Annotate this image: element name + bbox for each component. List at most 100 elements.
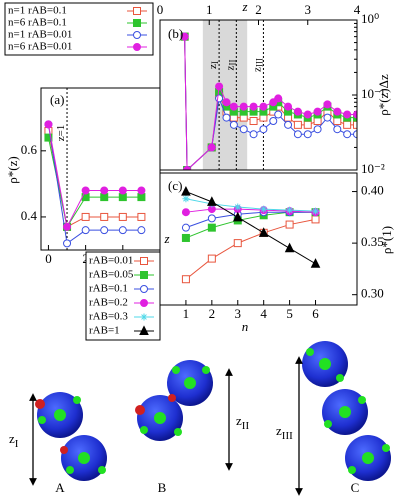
annotation-text: z xyxy=(224,65,236,70)
marker xyxy=(313,107,322,116)
marker xyxy=(44,120,53,129)
marker xyxy=(293,120,302,129)
marker xyxy=(233,239,242,248)
marker xyxy=(81,212,90,221)
annotation-text: z xyxy=(251,67,263,72)
y-tick-label: 10⁰ xyxy=(361,11,379,26)
marker xyxy=(182,195,190,203)
marker xyxy=(234,203,242,211)
marker xyxy=(139,325,149,335)
marker xyxy=(118,186,127,195)
distance-label: zI xyxy=(9,431,19,450)
marker xyxy=(140,285,148,293)
series-line xyxy=(185,191,316,265)
legend-label: n=6 rAB=0.1 xyxy=(8,17,67,29)
dimer-b xyxy=(135,360,233,471)
marker xyxy=(81,226,90,235)
marker xyxy=(207,196,217,206)
legend-label: rAB=0.01 xyxy=(89,255,133,267)
x-tick-label: 6 xyxy=(312,306,319,321)
legend-label: n=1 rAB=0.01 xyxy=(8,29,72,41)
x-tick-label: 5 xyxy=(286,306,293,321)
y-axis-label: ρ*(z)Δz xyxy=(376,74,391,116)
marker xyxy=(181,233,190,242)
marker xyxy=(133,43,141,51)
y-tick-label: 0.6 xyxy=(21,142,38,157)
marker xyxy=(100,212,109,221)
marker xyxy=(343,120,352,129)
plot-frame xyxy=(40,87,161,251)
marker xyxy=(311,215,320,224)
marker xyxy=(284,120,293,129)
marker xyxy=(181,185,191,196)
x-tick-label: 0 xyxy=(157,2,164,17)
marker xyxy=(259,125,268,134)
marker xyxy=(215,94,224,103)
marker xyxy=(274,94,283,103)
legend-box xyxy=(85,251,161,341)
marker xyxy=(353,130,357,139)
x-axis-label: z xyxy=(241,0,247,14)
marker xyxy=(232,211,243,222)
legend-box xyxy=(4,2,154,56)
series-line xyxy=(185,198,316,212)
marker xyxy=(303,110,312,119)
annotation-label: zII xyxy=(224,60,238,71)
marker xyxy=(207,223,216,232)
marker xyxy=(286,206,294,214)
y-tick-label: 0.30 xyxy=(361,286,384,301)
legend-label: n=1 rAB=0.1 xyxy=(8,5,67,17)
marker xyxy=(353,110,357,119)
marker xyxy=(303,120,312,129)
marker xyxy=(100,186,109,195)
legend-label: rAB=0.2 xyxy=(89,297,128,309)
marker xyxy=(313,117,322,126)
marker xyxy=(284,102,293,111)
illus-label: A xyxy=(55,480,65,495)
marker xyxy=(181,223,190,232)
series-line xyxy=(185,218,316,280)
plot-frame xyxy=(159,172,358,306)
x-tick-label: 0 xyxy=(45,251,52,266)
illus-label: B xyxy=(158,480,167,495)
marker xyxy=(333,107,342,116)
x-tick-label: 1 xyxy=(206,2,213,17)
panel-label: (c) xyxy=(168,178,182,193)
legend-label: rAB=0.05 xyxy=(89,269,134,281)
annotation-text: z xyxy=(207,64,219,69)
marker xyxy=(293,130,302,139)
marker xyxy=(140,271,148,279)
marker xyxy=(137,212,146,221)
marker xyxy=(323,100,332,109)
annotation-label: zIII xyxy=(251,58,265,72)
marker xyxy=(343,130,352,139)
y-tick-label: 0.40 xyxy=(361,183,384,198)
y-tick-label: 10⁻¹ xyxy=(361,86,385,101)
marker xyxy=(284,242,295,253)
marker xyxy=(222,113,231,122)
marker xyxy=(137,186,146,195)
marker xyxy=(249,130,258,139)
marker xyxy=(207,214,216,223)
marker xyxy=(118,226,127,235)
marker xyxy=(222,98,231,107)
marker xyxy=(343,110,352,119)
marker xyxy=(63,222,72,231)
legend-label: rAB=0.3 xyxy=(89,311,128,323)
annotation-sub: III xyxy=(254,58,264,67)
marker xyxy=(118,193,127,202)
marker xyxy=(249,117,258,126)
distance-label: zIII xyxy=(276,423,293,442)
marker xyxy=(181,275,190,284)
marker xyxy=(133,7,141,15)
marker xyxy=(313,125,322,134)
marker xyxy=(181,208,190,217)
marker xyxy=(239,102,248,111)
marker xyxy=(258,227,269,237)
marker xyxy=(140,257,148,265)
legend-label: rAB=0.1 xyxy=(89,283,128,295)
marker xyxy=(100,226,109,235)
marker xyxy=(140,313,148,321)
marker xyxy=(333,125,342,134)
